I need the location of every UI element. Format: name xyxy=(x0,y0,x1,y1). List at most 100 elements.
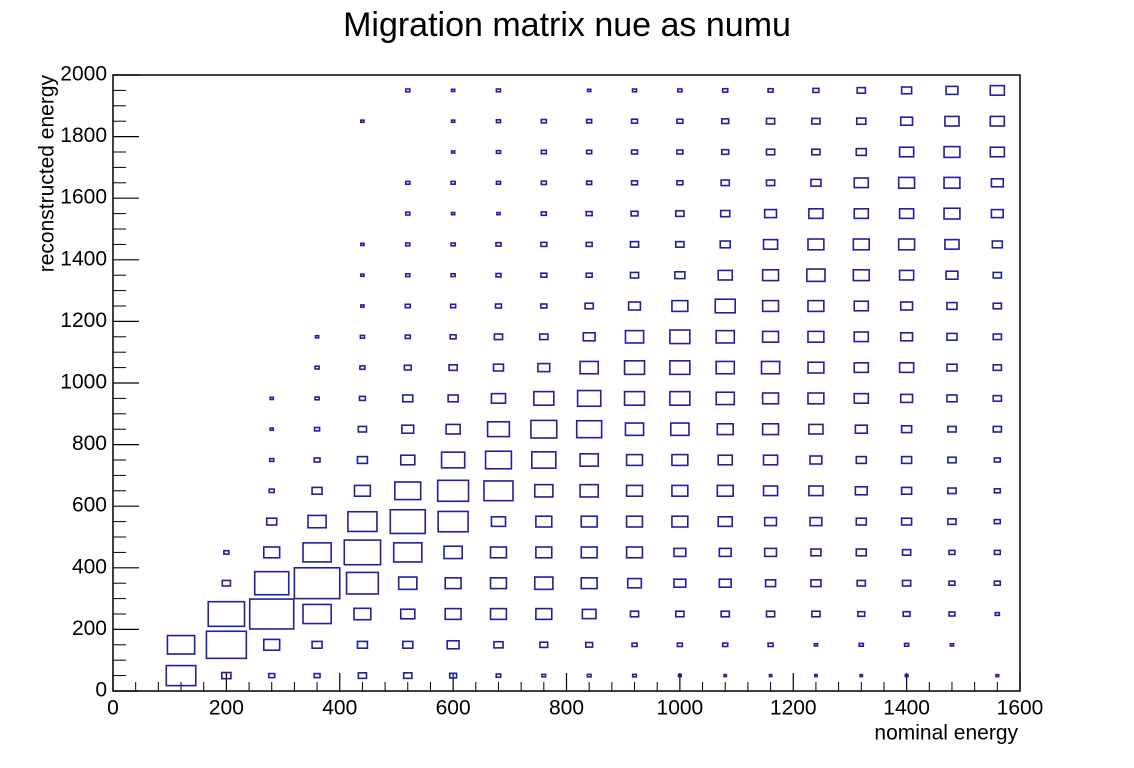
box xyxy=(537,362,551,373)
box xyxy=(630,149,639,155)
box xyxy=(268,457,275,463)
box xyxy=(223,549,230,555)
box xyxy=(943,207,961,220)
box xyxy=(360,304,365,308)
y-tick-label: 200 xyxy=(72,617,107,640)
box xyxy=(902,610,911,618)
box xyxy=(992,271,1003,279)
box xyxy=(898,146,915,158)
x-tick-label: 1600 xyxy=(997,697,1044,720)
box xyxy=(360,242,365,247)
box xyxy=(716,484,734,497)
box xyxy=(761,269,780,282)
box xyxy=(253,570,290,596)
box xyxy=(989,146,1006,158)
box xyxy=(399,454,416,466)
box xyxy=(763,516,778,527)
box xyxy=(404,273,411,278)
box xyxy=(356,455,369,465)
box xyxy=(674,240,685,248)
box xyxy=(809,516,823,527)
box xyxy=(360,119,365,124)
box xyxy=(311,640,323,649)
box xyxy=(495,272,502,278)
box xyxy=(404,88,411,93)
box xyxy=(445,423,461,435)
box xyxy=(586,673,592,678)
box xyxy=(669,360,691,376)
box xyxy=(302,542,332,563)
box xyxy=(630,210,639,217)
box xyxy=(811,117,821,125)
box xyxy=(629,610,640,618)
box xyxy=(810,178,822,187)
box xyxy=(221,671,232,680)
box xyxy=(900,517,913,526)
box xyxy=(855,517,868,526)
box xyxy=(540,149,548,155)
box xyxy=(898,208,915,220)
box xyxy=(944,115,960,127)
box xyxy=(904,673,909,678)
box xyxy=(540,211,548,217)
box xyxy=(356,640,369,649)
y-tick-label: 1800 xyxy=(60,124,107,147)
box xyxy=(857,610,866,618)
box xyxy=(585,118,593,124)
box xyxy=(404,303,412,309)
box xyxy=(993,487,1002,494)
box xyxy=(585,149,593,155)
box xyxy=(626,577,643,589)
box xyxy=(623,390,646,406)
box xyxy=(585,180,593,186)
box xyxy=(903,642,910,647)
box xyxy=(483,480,514,502)
x-tick-label: 0 xyxy=(107,697,119,720)
box xyxy=(992,394,1003,402)
box xyxy=(995,673,1000,678)
box xyxy=(343,539,382,566)
box xyxy=(353,607,372,621)
box xyxy=(715,360,736,375)
box xyxy=(533,576,554,591)
box xyxy=(853,300,870,312)
box xyxy=(762,485,779,497)
box xyxy=(714,298,737,314)
box xyxy=(765,179,776,187)
box xyxy=(358,395,367,402)
box xyxy=(404,211,411,216)
box xyxy=(944,238,960,250)
box xyxy=(450,242,456,247)
box xyxy=(946,332,958,341)
box xyxy=(946,394,958,403)
box xyxy=(269,427,275,432)
box xyxy=(716,423,734,436)
box xyxy=(586,88,592,93)
box xyxy=(625,546,644,559)
box xyxy=(898,362,915,374)
box xyxy=(897,176,916,189)
box xyxy=(901,548,912,556)
box xyxy=(900,486,913,495)
box xyxy=(761,423,780,436)
box xyxy=(302,603,332,625)
box xyxy=(205,630,248,660)
box xyxy=(761,330,780,343)
box xyxy=(717,269,734,281)
box xyxy=(165,664,197,687)
box xyxy=(450,119,456,124)
box xyxy=(624,422,645,437)
box xyxy=(489,577,508,590)
box xyxy=(993,518,1002,525)
box xyxy=(631,642,638,648)
box xyxy=(853,177,870,189)
box xyxy=(538,333,549,341)
box xyxy=(450,180,456,185)
box xyxy=(347,510,378,533)
y-tick-label: 2000 xyxy=(60,63,107,86)
box xyxy=(859,673,864,678)
box xyxy=(575,419,603,439)
box xyxy=(541,673,547,678)
box xyxy=(540,241,548,248)
